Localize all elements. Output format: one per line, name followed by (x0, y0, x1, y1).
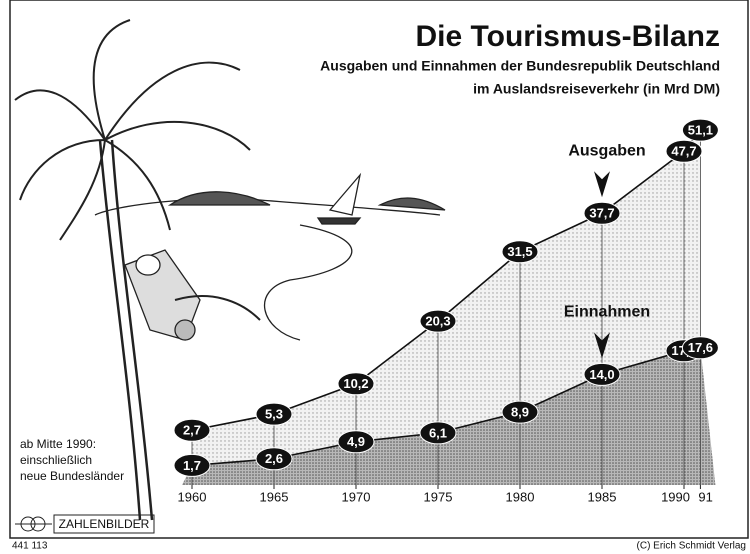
chart-title: Die Tourismus-Bilanz (416, 20, 720, 53)
data-label: 10,2 (343, 376, 368, 391)
x-tick-label: 1960 (178, 489, 207, 504)
series-name: Ausgaben (568, 142, 645, 159)
data-label: 8,9 (511, 405, 529, 420)
data-label: 6,1 (429, 425, 447, 440)
x-tick-label: 1970 (342, 489, 371, 504)
note: einschließlich (20, 453, 92, 467)
data-label: 20,3 (425, 314, 450, 329)
code: 441 113 (12, 541, 48, 552)
data-label: 51,1 (688, 123, 713, 138)
publisher: (C) Erich Schmidt Verlag (637, 541, 746, 552)
data-label: 2,7 (183, 423, 201, 438)
x-tick-label: 1965 (260, 489, 289, 504)
data-label: 4,9 (347, 434, 365, 449)
data-label: 5,3 (265, 407, 283, 422)
note: neue Bundesländer (20, 469, 124, 483)
series-name: Einnahmen (564, 304, 650, 321)
x-tick-label: 1975 (424, 489, 453, 504)
data-label: 14,0 (589, 367, 614, 382)
chart: Die Tourismus-Bilanz Ausgaben und Einnah… (0, 0, 750, 554)
subtitle: Ausgaben und Einnahmen der Bundesrepubli… (320, 58, 720, 74)
x-tick-label: 1985 (588, 489, 617, 504)
data-label: 2,6 (265, 451, 283, 466)
x-tick-label: 1980 (506, 489, 535, 504)
data-label: 31,5 (507, 244, 532, 259)
data-label: 17,6 (688, 340, 713, 355)
x-tick-label: 91 (698, 489, 712, 504)
data-label: 47,7 (671, 144, 696, 159)
data-label: 1,7 (183, 458, 201, 473)
data-label: 37,7 (589, 206, 614, 221)
x-tick-label: 1990 (661, 489, 690, 504)
subtitle: im Auslandsreiseverkehr (in Mrd DM) (473, 81, 720, 97)
note: ab Mitte 1990: (20, 437, 96, 451)
brand: ZAHLENBILDER (59, 517, 150, 531)
